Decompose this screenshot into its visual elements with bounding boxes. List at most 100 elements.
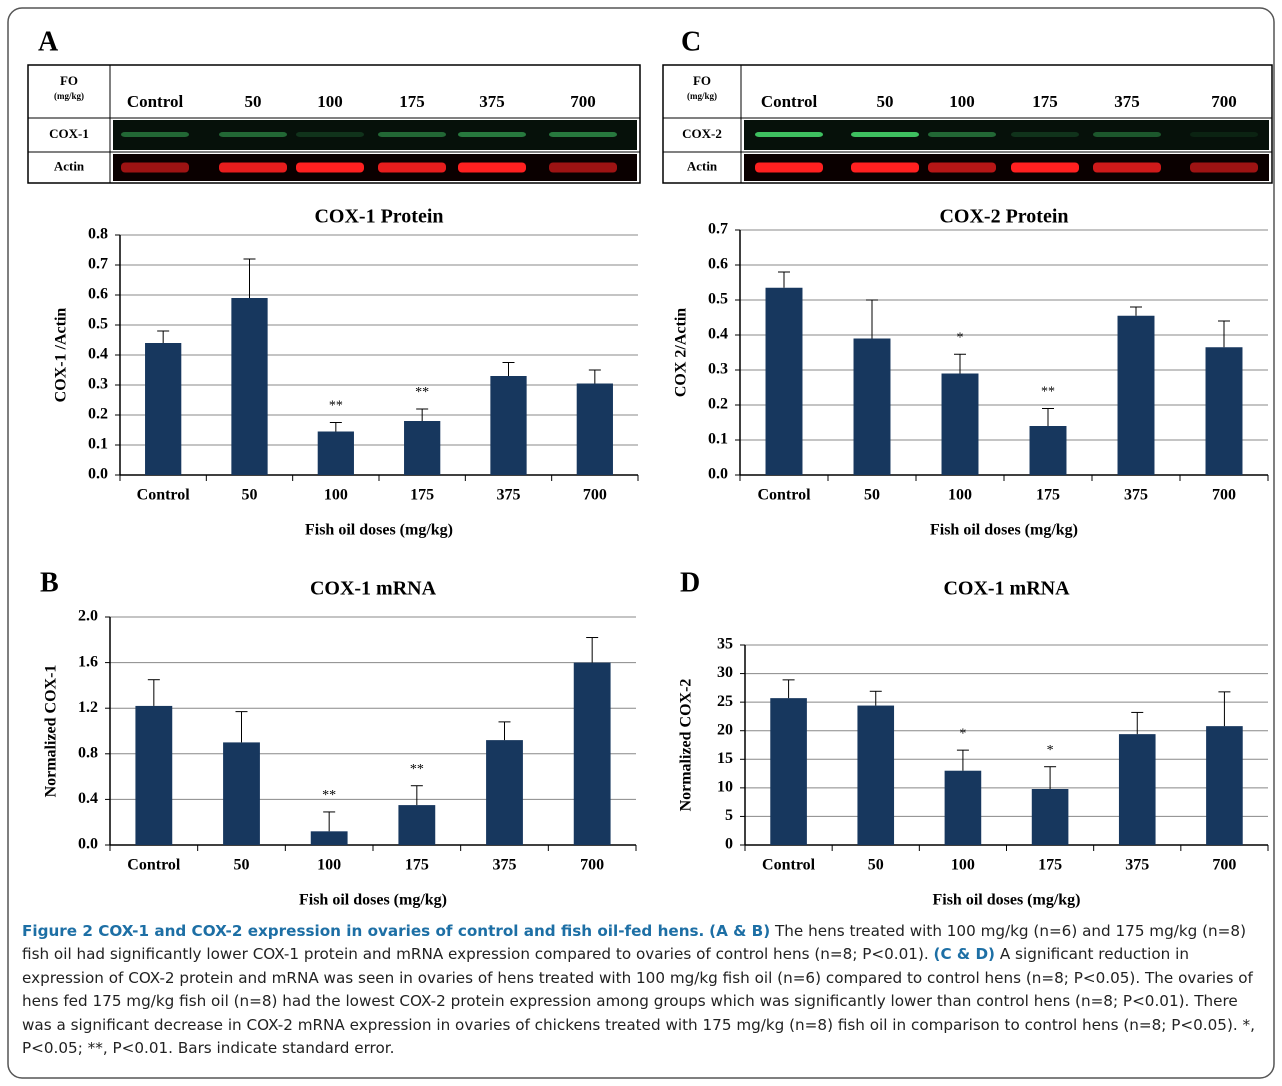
bar	[770, 698, 807, 845]
x-axis-label: Fish oil doses (mg/kg)	[305, 522, 453, 539]
bar	[311, 831, 348, 845]
chart-title: COX-2 Protein	[939, 206, 1068, 228]
blot-row-label: COX-2	[682, 126, 722, 141]
y-tick-label: 35	[717, 636, 733, 653]
blot-band	[296, 132, 364, 137]
lane-label: Control	[127, 92, 184, 111]
y-tick-label: 20	[717, 721, 733, 738]
blot-band	[121, 132, 189, 137]
y-axis-label: COX 2/Actin	[673, 308, 690, 397]
annotation: **	[410, 762, 424, 777]
x-axis-label: Fish oil doses (mg/kg)	[930, 522, 1078, 539]
x-tick-label: 100	[324, 487, 348, 504]
x-tick-label: 375	[493, 857, 517, 874]
y-tick-label: 0.5	[88, 316, 108, 333]
y-tick-label: 25	[717, 693, 733, 710]
blot-unit: (mg/kg)	[54, 91, 84, 101]
y-tick-label: 0.6	[708, 256, 728, 273]
x-tick-label: 375	[1124, 487, 1148, 504]
y-tick-label: 0.7	[88, 256, 108, 273]
blot-band	[755, 163, 823, 173]
y-tick-label: 0.4	[708, 326, 728, 343]
x-tick-label: Control	[762, 857, 816, 874]
blot-band	[378, 163, 446, 173]
blot-header: FO	[60, 73, 78, 88]
x-tick-label: Control	[127, 857, 181, 874]
blot-band	[219, 132, 287, 137]
blot-band	[458, 132, 526, 137]
caption-title: Figure 2 COX-1 and COX-2 expression in o…	[22, 922, 704, 940]
bar	[1206, 726, 1243, 845]
bar	[945, 771, 982, 845]
bar	[145, 343, 181, 475]
annotation: *	[957, 330, 964, 345]
blot-band	[378, 132, 446, 137]
x-tick-label: 375	[497, 487, 521, 504]
lane-label: 100	[317, 92, 343, 111]
panel-label: C	[681, 26, 701, 57]
x-tick-label: 175	[405, 857, 429, 874]
y-tick-label: 30	[717, 664, 733, 681]
blot-band	[121, 163, 189, 173]
blot-band	[1190, 132, 1258, 137]
x-tick-label: Control	[137, 487, 191, 504]
bar	[490, 376, 526, 475]
y-tick-label: 0.0	[88, 466, 108, 483]
y-tick-label: 0.4	[88, 346, 108, 363]
blot-band	[851, 163, 919, 173]
blot-band	[458, 163, 526, 173]
caption-label: (A & B)	[709, 922, 770, 940]
blot-row-label: Actin	[54, 158, 85, 173]
annotation: *	[1047, 743, 1054, 758]
x-tick-label: 700	[1212, 487, 1236, 504]
y-tick-label: 0.8	[78, 744, 98, 761]
lane-label: 700	[570, 92, 596, 111]
blot-header: FO	[693, 73, 711, 88]
x-tick-label: 100	[951, 857, 975, 874]
chart-title: COX-1 Protein	[314, 206, 443, 228]
bar	[1119, 734, 1156, 845]
blot-row-label: Actin	[687, 158, 718, 173]
bar	[135, 706, 172, 845]
y-tick-label: 0.4	[78, 790, 98, 807]
x-tick-label: 50	[234, 857, 250, 874]
lane-label: 175	[399, 92, 425, 111]
lane-label: 700	[1211, 92, 1237, 111]
bar	[854, 339, 891, 476]
blot-band	[1190, 163, 1258, 173]
x-tick-label: 375	[1125, 857, 1149, 874]
y-axis-label: Normalized COX-1	[43, 665, 60, 798]
y-tick-label: 0.0	[708, 466, 728, 483]
y-axis-label: Normalized COX-2	[678, 679, 695, 812]
x-tick-label: 50	[868, 857, 884, 874]
blot-unit: (mg/kg)	[687, 91, 717, 101]
bar	[318, 432, 354, 476]
annotation: *	[959, 726, 966, 741]
lane-label: 375	[1114, 92, 1140, 111]
blot-band	[928, 163, 996, 173]
y-tick-label: 1.2	[78, 699, 98, 716]
x-axis-label: Fish oil doses (mg/kg)	[932, 892, 1080, 909]
x-tick-label: 100	[948, 487, 972, 504]
lane-label: 375	[479, 92, 505, 111]
x-tick-label: 50	[242, 487, 258, 504]
x-tick-label: 700	[583, 487, 607, 504]
y-tick-label: 0.2	[88, 406, 108, 423]
bar	[574, 663, 611, 845]
blot-band	[851, 132, 919, 137]
blot-band	[549, 163, 617, 173]
y-tick-label: 0.6	[88, 286, 108, 303]
y-tick-label: 2.0	[78, 608, 98, 625]
bar	[766, 288, 803, 475]
bar	[1030, 426, 1067, 475]
y-tick-label: 1.6	[78, 653, 98, 670]
bar	[577, 384, 613, 476]
figure: AFO(mg/kg)Control50100175375700COX-1Acti…	[0, 0, 1282, 1086]
panel-label: A	[38, 26, 59, 57]
panel-label: D	[680, 567, 700, 598]
bar	[398, 805, 435, 845]
bar	[942, 374, 979, 476]
blot-band	[1093, 132, 1161, 137]
y-tick-label: 0.1	[88, 436, 108, 453]
lane-label: 100	[949, 92, 975, 111]
